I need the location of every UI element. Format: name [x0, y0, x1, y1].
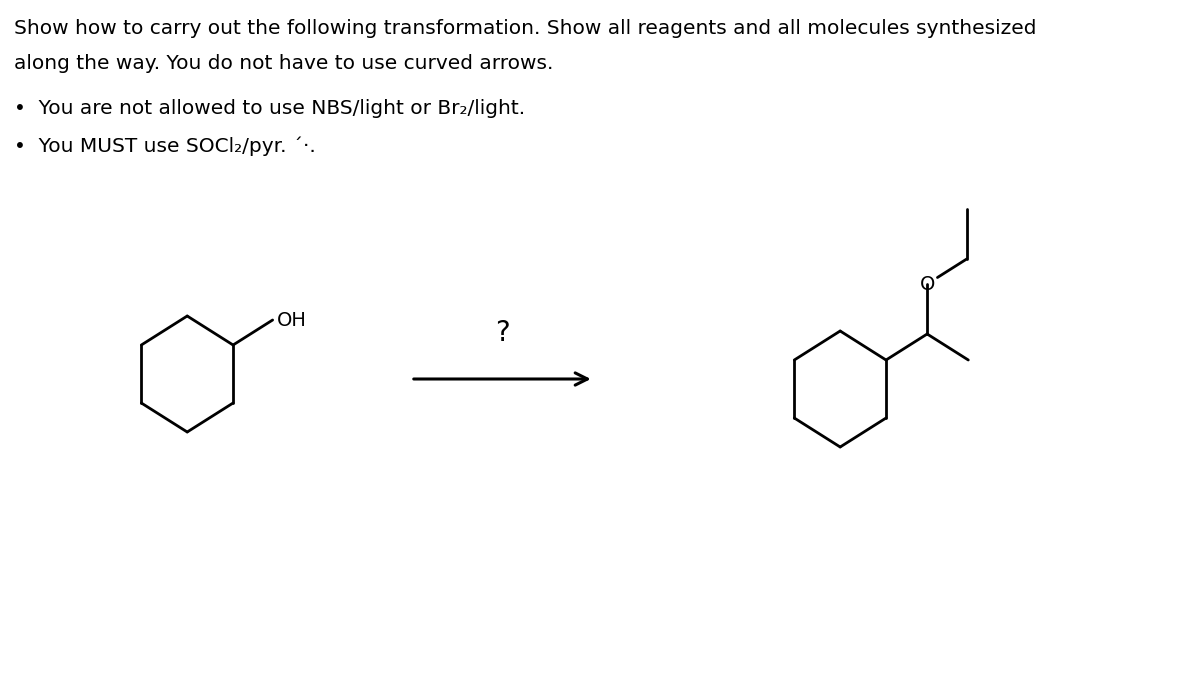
Text: ?: ?	[494, 319, 510, 347]
Text: •  You are not allowed to use NBS/light or Br₂/light.: • You are not allowed to use NBS/light o…	[13, 99, 524, 118]
Text: OH: OH	[277, 310, 307, 329]
Text: along the way. You do not have to use curved arrows.: along the way. You do not have to use cu…	[13, 54, 553, 73]
Text: •  You MUST use SOCl₂/pyr. ´·.: • You MUST use SOCl₂/pyr. ´·.	[13, 137, 316, 156]
Text: Show how to carry out the following transformation. Show all reagents and all mo: Show how to carry out the following tran…	[13, 19, 1036, 38]
Text: O: O	[919, 274, 935, 293]
